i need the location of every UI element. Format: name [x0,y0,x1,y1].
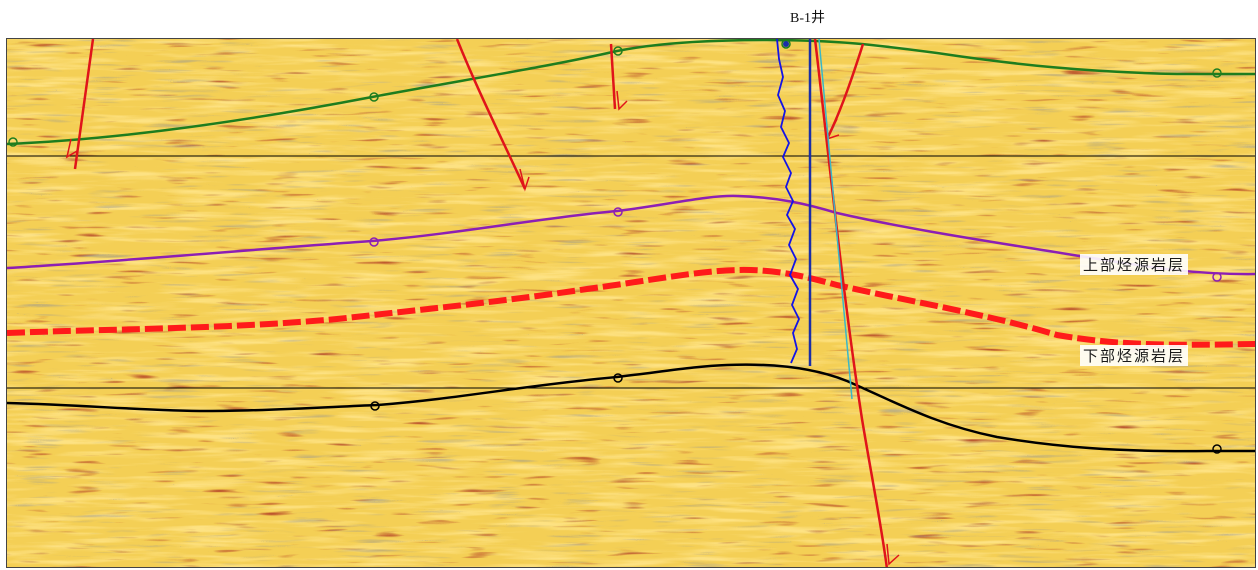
well-deviated-path [818,39,853,400]
seismic-svg [7,39,1255,567]
horizon-pick-icon [369,92,379,102]
horizon-upper-source-rock [7,266,1255,348]
well-name: B-1井 [790,11,825,26]
fault-arrow-icon [65,90,900,566]
horizon-lower-black [7,363,1255,453]
horizon-pick-icon [8,137,18,147]
well-log-curve [776,39,800,364]
horizon-pick-icon [613,373,623,383]
fault-1 [73,39,95,170]
fault-main [813,39,888,567]
seismic-texture [7,39,1255,567]
fault-2 [455,39,527,190]
horizon-top-green [7,39,1255,146]
seismic-section [6,38,1256,568]
horizon-middle-purple [7,194,1255,276]
horizon-pick-icon [1212,68,1222,78]
horizon-pick-icon [613,46,623,56]
horizon-pick-icon [613,207,623,217]
horizon-pick-icon [1212,272,1222,282]
horizon-pick-icon [370,401,380,411]
horizon-pick-icon [369,237,379,247]
horizon-pick-icon [1212,444,1222,454]
well-marker-icon [783,41,789,47]
fault-3 [609,43,617,110]
lower-source-rock-label: 下部烃源岩层 [1080,345,1189,366]
upper-source-rock-label: 上部烃源岩层 [1080,254,1189,275]
horizon-pick-icon [781,39,791,49]
